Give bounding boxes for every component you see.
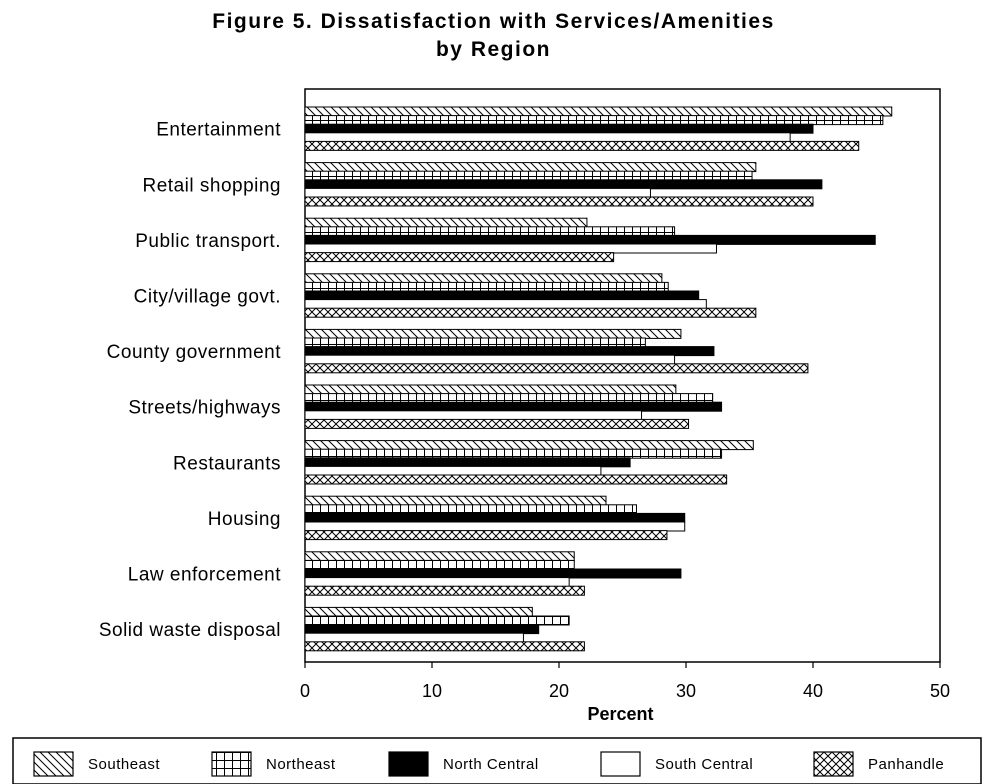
bar-public-transport-northeast	[304, 226, 676, 237]
chart-title-line-1: Figure 5. Dissatisfaction with Services/…	[212, 10, 775, 33]
category-label: Restaurants	[173, 453, 281, 474]
category-label: Solid waste disposal	[99, 620, 281, 641]
bar-public-transport-south-central	[304, 243, 717, 254]
bar-solid-waste-disposal-southeast	[304, 606, 533, 617]
bar-streets-highways-northeast	[304, 393, 714, 404]
bar-law-enforcement-south-central	[304, 577, 570, 588]
bar-housing-panhandle	[304, 530, 668, 541]
bar-law-enforcement-southeast	[304, 551, 575, 562]
legend-item-southeast: Southeast	[33, 751, 160, 777]
bar-city-village-govt-southeast	[304, 273, 663, 284]
bar-law-enforcement-north-central	[304, 568, 682, 579]
bar-solid-waste-disposal-northeast	[304, 615, 570, 626]
bar-housing-northeast	[304, 504, 637, 515]
bar-streets-highways-panhandle	[304, 418, 690, 429]
category-label: Public transport.	[135, 231, 281, 252]
x-tick-label: 0	[300, 681, 310, 701]
bar-public-transport-north-central	[304, 234, 876, 245]
legend-swatch	[211, 751, 252, 777]
bar-restaurants-panhandle	[304, 474, 728, 485]
bars-layer	[304, 106, 893, 652]
bar-retail-shopping-north-central	[304, 179, 823, 190]
bar-city-village-govt-panhandle	[304, 307, 757, 318]
category-label: Entertainment	[156, 120, 281, 141]
legend-item-north-central: North Central	[388, 751, 539, 777]
bar-streets-highways-southeast	[304, 384, 677, 395]
bar-entertainment-southeast	[304, 106, 893, 117]
bar-entertainment-panhandle	[304, 140, 860, 151]
bar-retail-shopping-panhandle	[304, 196, 814, 207]
bar-retail-shopping-northeast	[304, 170, 753, 181]
bar-county-government-panhandle	[304, 363, 809, 374]
legend-label: Southeast	[88, 756, 160, 773]
category-label: County government	[107, 342, 282, 363]
bar-streets-highways-north-central	[304, 401, 723, 412]
x-tick-label: 30	[676, 681, 696, 701]
x-tick-label: 50	[930, 681, 950, 701]
bar-city-village-govt-northeast	[304, 281, 669, 292]
bar-entertainment-north-central	[304, 123, 814, 134]
category-label: Housing	[208, 509, 281, 530]
bar-restaurants-southeast	[304, 440, 754, 451]
bar-law-enforcement-northeast	[304, 559, 575, 570]
legend: Southeast Northeast North Central South Cen…	[12, 737, 982, 784]
bar-restaurants-north-central	[304, 457, 631, 468]
legend-label: Panhandle	[868, 756, 944, 773]
legend-label: Northeast	[266, 756, 336, 773]
bar-retail-shopping-south-central	[304, 187, 651, 198]
x-axis-title: Percent	[587, 704, 653, 724]
legend-swatch	[388, 751, 429, 777]
bar-county-government-south-central	[304, 354, 676, 365]
bar-solid-waste-disposal-north-central	[304, 624, 540, 635]
chart-title-line-2: by Region	[435, 38, 551, 61]
bar-public-transport-southeast	[304, 217, 588, 228]
legend-swatch	[813, 751, 854, 777]
plot-area	[304, 88, 941, 663]
bar-housing-southeast	[304, 495, 607, 506]
bar-solid-waste-disposal-panhandle	[304, 641, 585, 652]
legend-item-south-central: South Central	[600, 751, 753, 777]
bar-county-government-north-central	[304, 346, 715, 357]
bar-city-village-govt-north-central	[304, 290, 700, 301]
x-tick-label: 20	[549, 681, 569, 701]
legend-label: North Central	[443, 756, 539, 773]
legend-label: South Central	[655, 756, 753, 773]
category-labels: Entertainment Retail shopping Public trans…	[99, 120, 281, 641]
x-tick-label: 10	[422, 681, 442, 701]
bar-housing-south-central	[304, 521, 686, 532]
bar-retail-shopping-southeast	[304, 162, 757, 173]
x-axis: 0 10 20 30 40 50 Percent	[300, 662, 950, 724]
legend-item-northeast: Northeast	[211, 751, 336, 777]
category-label: Streets/highways	[128, 398, 281, 419]
bar-entertainment-northeast	[304, 115, 884, 126]
bar-county-government-southeast	[304, 328, 682, 339]
category-label: Law enforcement	[128, 565, 281, 586]
bar-city-village-govt-south-central	[304, 299, 707, 310]
bar-public-transport-panhandle	[304, 252, 615, 263]
bar-entertainment-south-central	[304, 132, 791, 143]
category-label: Retail shopping	[143, 175, 281, 196]
chart-title: Figure 5. Dissatisfaction with Services/…	[0, 8, 987, 64]
bar-solid-waste-disposal-south-central	[304, 632, 524, 643]
legend-item-panhandle: Panhandle	[813, 751, 944, 777]
x-tick-label: 40	[803, 681, 823, 701]
legend-swatch	[600, 751, 641, 777]
bar-streets-highways-south-central	[304, 410, 643, 421]
bar-restaurants-south-central	[304, 465, 602, 476]
bar-county-government-northeast	[304, 337, 646, 348]
bar-law-enforcement-panhandle	[304, 585, 585, 596]
bar-restaurants-northeast	[304, 448, 723, 459]
category-label: City/village govt.	[134, 287, 281, 308]
bar-housing-north-central	[304, 512, 686, 523]
plot-frame	[304, 88, 941, 663]
legend-swatch	[33, 751, 74, 777]
